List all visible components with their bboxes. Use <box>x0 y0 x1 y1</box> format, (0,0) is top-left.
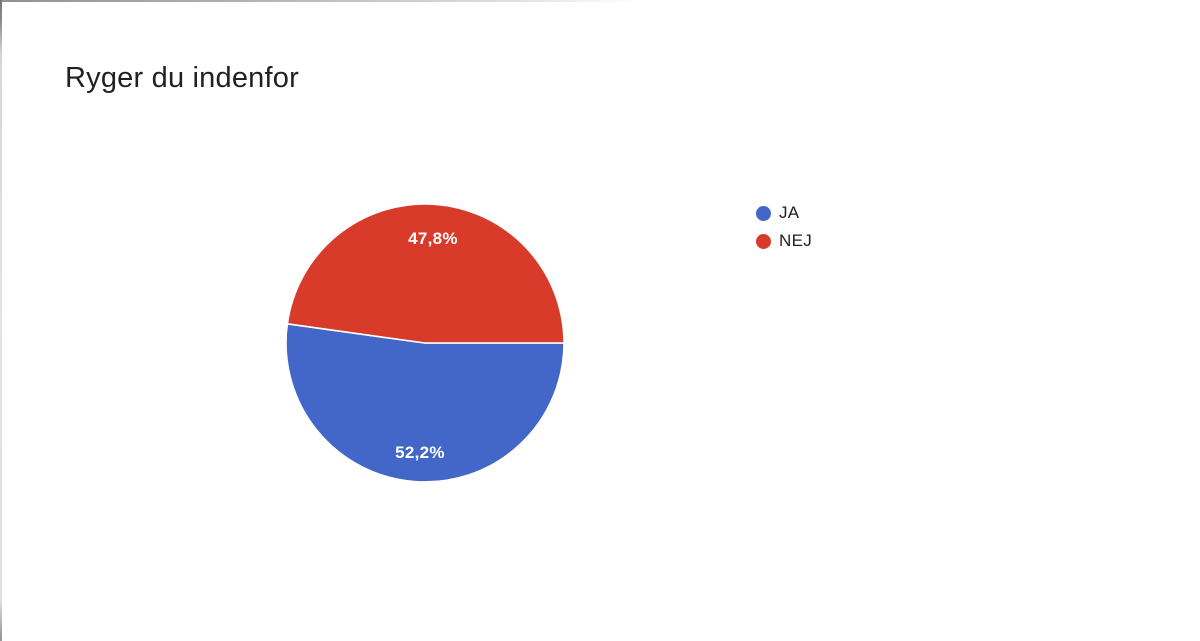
screenshot-top-edge <box>0 0 640 2</box>
legend-item-ja: JA <box>756 203 812 223</box>
legend-label-ja: JA <box>779 203 800 222</box>
screenshot-left-edge <box>0 0 2 641</box>
legend-dot-ja-icon <box>756 205 771 221</box>
pie-slice-ja[interactable] <box>285 323 565 483</box>
legend-item-nej: NEJ <box>756 231 812 251</box>
legend-dot-nej-icon <box>756 233 771 249</box>
chart-legend: JA NEJ <box>756 203 812 251</box>
pie-svg <box>285 203 565 483</box>
pie-slice-nej[interactable] <box>286 203 565 344</box>
legend-label-nej: NEJ <box>779 231 813 250</box>
pie-chart <box>285 203 565 483</box>
chart-title: Ryger du indenfor <box>65 62 299 94</box>
